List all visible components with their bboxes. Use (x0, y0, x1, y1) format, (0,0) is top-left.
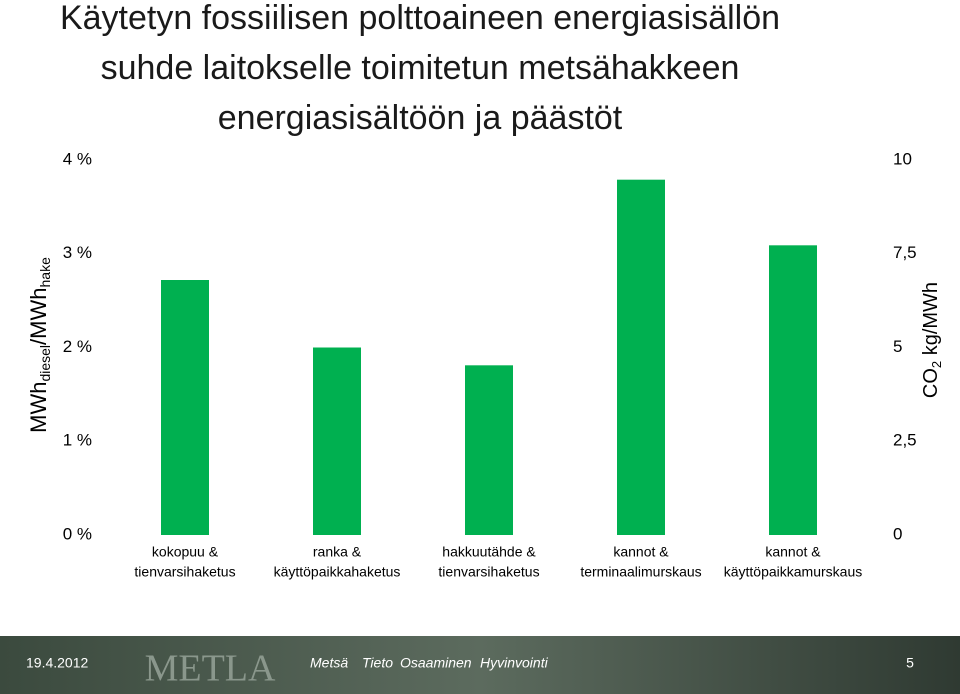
x-tick-label: tienvarsihaketus (134, 564, 235, 580)
footer-tagline: Tieto (362, 655, 393, 671)
title-line: Käytetyn fossiilisen polttoaineen energi… (60, 0, 780, 37)
y-tick-label: 2 % (63, 337, 92, 356)
y-axis-label: MWhdiesel/MWhhake (26, 257, 53, 433)
y2-tick-label: 10 (893, 149, 912, 168)
bar (161, 280, 209, 535)
x-tick-label: terminaalimurskaus (580, 564, 701, 580)
y2-tick-label: 5 (893, 337, 902, 356)
footer-band (0, 636, 960, 694)
x-tick-label: kokopuu & (152, 544, 219, 560)
footer-logo: METLA (145, 648, 276, 690)
title-line: suhde laitokselle toimitetun metsähakkee… (101, 49, 740, 87)
y2-axis-label: CO2 kg/MWh (920, 282, 944, 398)
y2-tick-label: 2,5 (893, 431, 917, 450)
bar (465, 365, 513, 535)
x-tick-label: kannot & (765, 544, 821, 560)
page-number: 5 (906, 655, 914, 671)
footer-tagline: Osaaminen (400, 655, 472, 671)
footer-tagline: Hyvinvointi (480, 655, 549, 671)
bar (769, 245, 817, 535)
y-tick-label: 4 % (63, 149, 92, 168)
y-tick-label: 3 % (63, 243, 92, 262)
bar (617, 179, 665, 535)
x-tick-label: käyttöpaikkahaketus (274, 564, 401, 580)
x-tick-label: hakkuutähde & (442, 544, 536, 560)
title-line: energiasisältöön ja päästöt (218, 99, 623, 137)
footer-tagline: Metsä (310, 655, 348, 671)
x-tick-label: kannot & (613, 544, 669, 560)
x-tick-label: käyttöpaikkamurskaus (724, 564, 863, 580)
x-tick-label: ranka & (313, 544, 362, 560)
y-tick-label: 0 % (63, 524, 92, 543)
y2-tick-label: 7,5 (893, 243, 917, 262)
y-tick-label: 1 % (63, 431, 92, 450)
y2-tick-label: 0 (893, 524, 902, 543)
footer-date: 19.4.2012 (26, 655, 88, 671)
x-tick-label: tienvarsihaketus (438, 564, 539, 580)
bar (313, 347, 361, 535)
